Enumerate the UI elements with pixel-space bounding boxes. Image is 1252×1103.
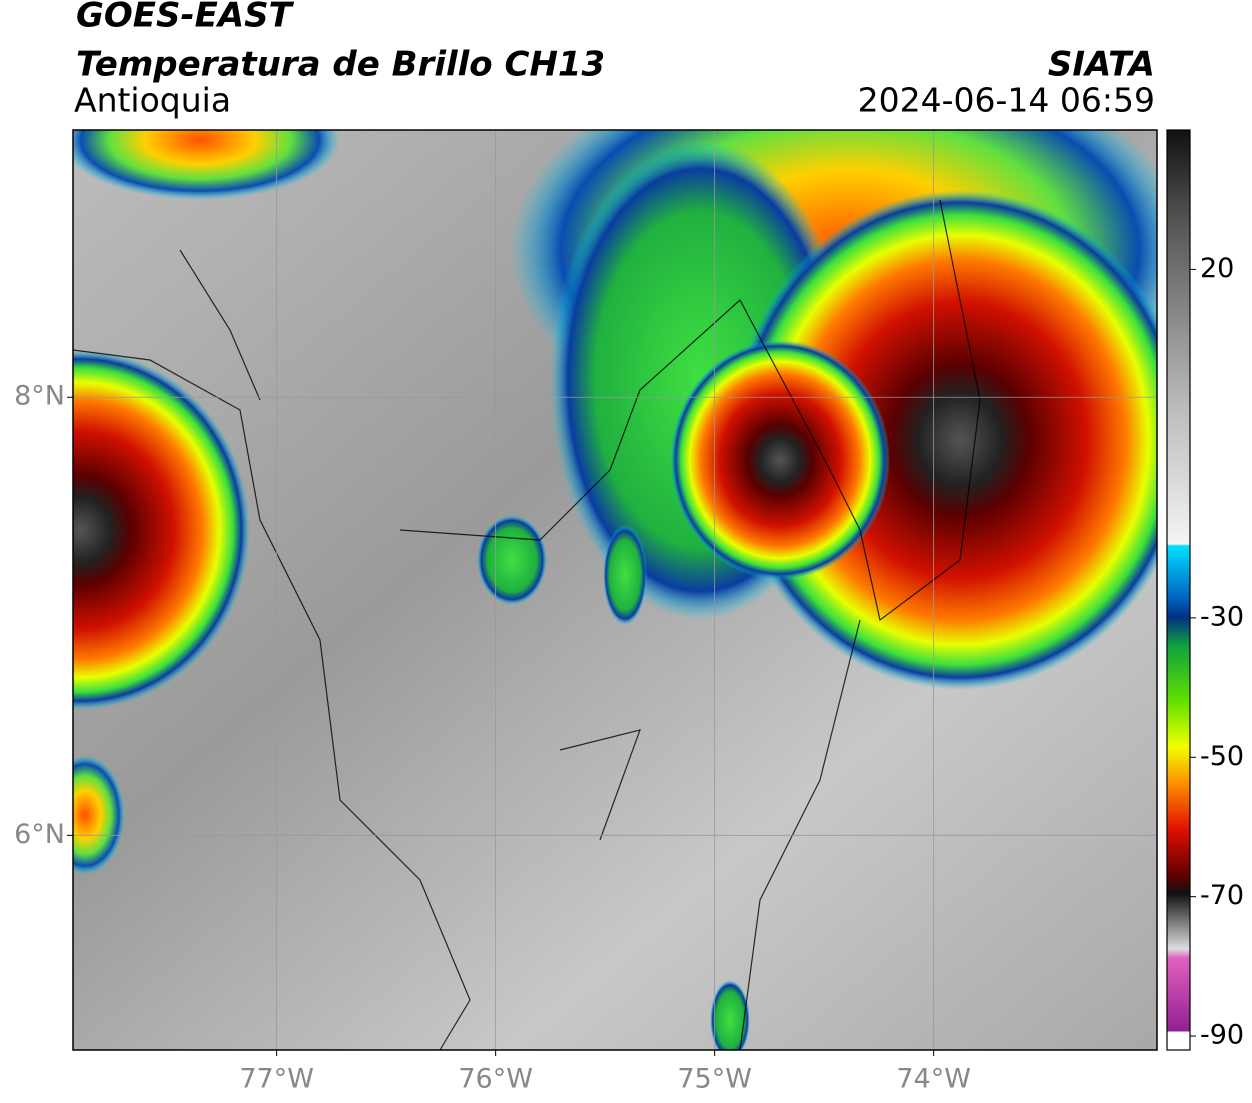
colorbar-label: -90 bbox=[1200, 1020, 1244, 1051]
region: Antioquia bbox=[74, 81, 231, 120]
colorbar-label: -30 bbox=[1200, 601, 1244, 632]
subtitle: Temperatura de Brillo CH13 bbox=[76, 45, 605, 85]
colorbar-label: -70 bbox=[1200, 880, 1244, 911]
y-tick-label: 6°N bbox=[14, 819, 65, 850]
x-tick-label: 74°W bbox=[896, 1064, 971, 1095]
grid bbox=[73, 130, 1157, 1050]
datetime: 2024-06-14 06:59 bbox=[858, 81, 1155, 120]
map-image bbox=[73, 130, 1157, 1050]
x-tick-label: 75°W bbox=[677, 1064, 752, 1095]
y-tick-label: 8°N bbox=[14, 381, 65, 412]
x-tick-label: 77°W bbox=[239, 1064, 314, 1095]
colorbar bbox=[1166, 129, 1191, 1051]
title: GOES-EAST bbox=[76, 0, 295, 36]
map-frame bbox=[72, 129, 1158, 1051]
x-tick-label: 76°W bbox=[458, 1064, 533, 1095]
source: SIATA bbox=[1048, 45, 1155, 85]
colorbar-label: -50 bbox=[1200, 741, 1244, 772]
colorbar-label: 20 bbox=[1200, 253, 1234, 284]
